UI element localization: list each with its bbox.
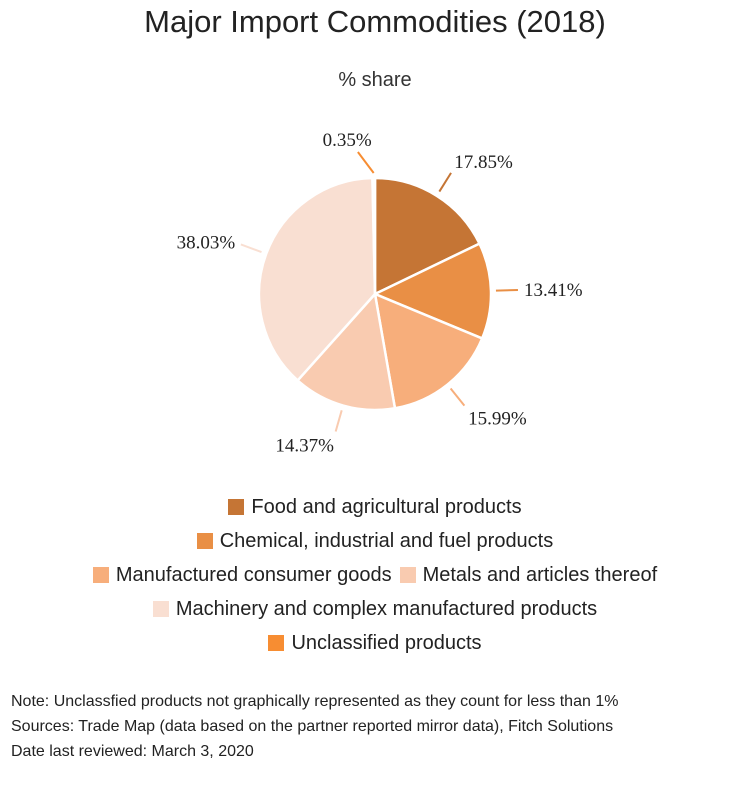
slice-manufactured-consumer-goods-leader-line [449,387,466,407]
slice-chemical-industrial-and-fuel-products [371,241,493,341]
pie-chart: 17.85% 13.41% 15.99% 14.37% 38.03% 0.35% [177,130,583,456]
legend-row: Unclassified products [0,626,750,660]
slice-manufactured-consumer-goods-label: 15.99% [468,408,527,429]
legend: Food and agricultural products Chemical, … [0,490,750,660]
sources-text: Sources: Trade Map (data based on the pa… [11,718,614,735]
chart-title: Major Import Commodities (2018) [144,4,606,39]
slice-machinery-and-complex-manufactured-products-label: 38.03% [177,232,236,253]
slice-manufactured-consumer-goods [373,291,484,410]
slice-machinery-and-complex-manufactured-products [257,176,377,383]
slice-food-and-agricultural-products-leader-line [438,172,452,193]
legend-row: Food and agricultural products [0,490,750,524]
legend-label: Food and agricultural products [251,495,522,518]
slice-metals-and-articles-thereof-label: 14.37% [275,435,334,456]
legend-item: Metals and articles thereof [399,563,658,587]
legend-item: Manufactured consumer goods [92,563,392,587]
legend-label: Unclassified products [291,631,482,654]
legend-row: Machinery and complex manufactured produ… [0,592,750,626]
legend-row: Chemical, industrial and fuel products [0,524,750,558]
legend-label: Chemical, industrial and fuel products [219,529,554,552]
slice-metals-and-articles-thereof-leader-line [334,410,343,432]
legend-swatch [152,601,169,617]
slice-chemical-industrial-and-fuel-products-leader-line [495,289,518,292]
slice-food-and-agricultural-products-label: 17.85% [454,152,513,173]
legend-swatch [92,567,109,583]
chart-subtitle: % share [338,69,412,91]
slice-food-and-agricultural-products [373,176,482,296]
legend-swatch [228,499,245,515]
legend-label: Machinery and complex manufactured produ… [175,597,598,620]
note-text: Note: Unclassfied products not graphical… [11,693,619,710]
date-reviewed-text: Date last reviewed: March 3, 2020 [11,743,254,760]
slice-chemical-industrial-and-fuel-products-label: 13.41% [524,280,583,301]
slice-unclassified-products [371,176,377,295]
slice-machinery-and-complex-manufactured-products-leader-line [240,243,262,253]
slice-metals-and-articles-thereof [295,291,397,412]
legend-item: Chemical, industrial and fuel products [196,529,554,553]
legend-swatch [268,635,285,651]
legend-label: Metals and articles thereof [422,563,658,586]
legend-row: Manufactured consumer goods Metals and ar… [0,558,750,592]
chart-notes: Note: Unclassfied products not graphical… [11,689,746,764]
legend-swatch [399,567,416,583]
legend-swatch [196,533,213,549]
legend-item: Machinery and complex manufactured produ… [152,597,598,621]
legend-label: Manufactured consumer goods [115,563,392,586]
legend-item: Food and agricultural products [228,495,522,519]
legend-item: Unclassified products [268,631,482,655]
slice-unclassified-products-label: 0.35% [323,130,372,151]
slice-unclassified-products-leader-line [357,151,375,174]
